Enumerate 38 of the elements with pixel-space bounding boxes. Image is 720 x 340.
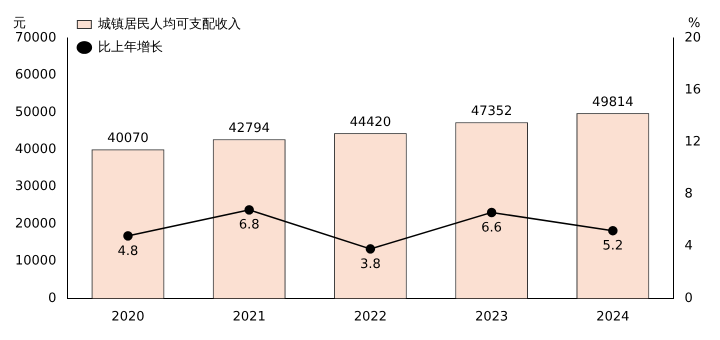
y2-axis-title: % — [688, 16, 700, 31]
data-label: 42794 — [228, 121, 270, 136]
data-label: 40070 — [107, 131, 149, 146]
y2-tick-label: 16 — [684, 82, 702, 98]
y-tick-label: 40000 — [14, 142, 56, 157]
data-label: 47352 — [470, 104, 512, 120]
data-label: 49814 — [592, 94, 634, 110]
x-tick-label: 2020 — [111, 310, 145, 325]
y-tick-label: 20000 — [14, 216, 56, 232]
y-tick-label: 30000 — [14, 179, 56, 194]
y-tick-label: 60000 — [14, 68, 56, 83]
y-tick-label: 70000 — [14, 30, 56, 46]
x-tick-label: 2023 — [475, 310, 508, 325]
y2-tick-label: 8 — [684, 186, 693, 202]
point — [244, 205, 254, 215]
y-tick-label: 50000 — [14, 104, 56, 120]
data-label: 6.8 — [238, 218, 260, 233]
y2-tick-label: 20 — [684, 30, 702, 46]
y-axis-title: 元 — [13, 16, 26, 31]
legend-label: 比上年增长 — [98, 40, 163, 55]
y-tick-label: 10000 — [14, 254, 56, 269]
point — [366, 244, 376, 254]
data-label: 5.2 — [602, 238, 624, 254]
data-label: 44420 — [350, 115, 392, 130]
point — [123, 231, 133, 241]
y2-tick-label: 4 — [684, 238, 693, 254]
y-tick-label: 0 — [48, 290, 56, 306]
x-tick-label: 2022 — [354, 310, 387, 325]
x-tick-label: 2021 — [232, 310, 266, 325]
point — [608, 226, 618, 236]
x-tick-label: 2024 — [596, 310, 630, 325]
data-label: 6.6 — [481, 220, 502, 236]
y2-tick-label: 12 — [684, 134, 702, 150]
data-label: 4.8 — [118, 244, 138, 259]
legend-label: 城镇居民人均可支配收入 — [96, 16, 241, 32]
point — [486, 208, 496, 218]
data-label: 3.8 — [360, 256, 381, 272]
y2-tick-label: 0 — [684, 290, 693, 306]
